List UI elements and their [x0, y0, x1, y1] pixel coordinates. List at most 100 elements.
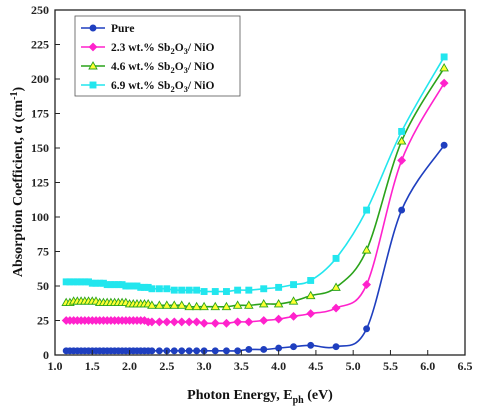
x-tick-label-1: 1.5 [85, 359, 100, 373]
series-0-point-31 [211, 347, 219, 355]
series-3-point-23 [148, 285, 156, 293]
series-3-point-38 [307, 277, 315, 284]
series-2-point-39 [331, 282, 341, 291]
series-3-point-34 [245, 286, 253, 294]
legend-label-0: Pure [111, 23, 134, 35]
series-0-point-35 [260, 346, 268, 353]
y-axis-title: Absorption Coefficient, α (cm-1) [9, 86, 26, 277]
legend: Pure 2.3 wt.% Sb2O3/ NiO 4.6 wt.% Sb2O3/ N… [74, 15, 241, 97]
series-2-point-31 [210, 301, 221, 311]
series-0-point-23 [148, 347, 156, 355]
legend-label-3: 6.9 wt.% Sb2O3/ NiO [111, 80, 214, 94]
series-2-point-36 [273, 299, 284, 308]
series-2-point-25 [162, 300, 172, 309]
series-0-point-24 [155, 347, 163, 355]
series-1-point-26 [169, 317, 179, 327]
series-2-point-26 [169, 300, 180, 309]
x-tick-label-4: 3.0 [197, 359, 212, 373]
y-tick-label-1: 25 [37, 314, 49, 328]
series-1-point-25 [162, 317, 172, 327]
y-tick-label-3: 75 [37, 245, 49, 259]
y-tick-label-7: 175 [31, 107, 49, 121]
series-2-point-29 [191, 301, 202, 311]
series-1-point-40 [362, 280, 372, 290]
x-tick-label-11: 6.5 [458, 359, 473, 373]
y-tick-label-8: 200 [31, 72, 49, 86]
series-0 [62, 141, 448, 355]
series-2-point-23 [147, 300, 157, 309]
x-tick-label-3: 2.5 [159, 359, 174, 373]
x-tick-label-9: 5.5 [383, 359, 398, 373]
series-1-point-41 [397, 155, 407, 165]
series-line-2 [66, 67, 445, 308]
series-1-point-23 [147, 317, 157, 327]
series-3-point-25 [163, 285, 171, 293]
series-1-point-33 [233, 317, 243, 327]
legend-label-2: 4.6 wt.% Sb2O3/ NiO [111, 61, 214, 75]
series-0-point-29 [193, 347, 201, 355]
series-1-point-34 [244, 317, 254, 327]
series-0-point-37 [290, 343, 297, 351]
series-1-point-38 [306, 309, 316, 319]
series-1-point-31 [210, 318, 220, 328]
series-2-point-32 [221, 301, 232, 311]
series-3-point-36 [275, 283, 283, 291]
series-3-point-41 [398, 127, 406, 135]
x-tick-label-10: 6.0 [420, 359, 435, 373]
series-1-point-39 [331, 303, 341, 313]
series-1-point-32 [222, 318, 231, 328]
y-tick-label-6: 150 [31, 141, 49, 155]
x-tick-label-0: 1.0 [48, 359, 63, 373]
series-3-point-42 [440, 53, 448, 61]
x-axis-title: Photon Energy, Eph (eV) [187, 388, 333, 406]
series-0-point-38 [307, 341, 315, 349]
series-2-point-24 [154, 300, 165, 309]
series-1-point-28 [184, 317, 194, 327]
series-1-point-24 [154, 317, 164, 327]
series-2-point-40 [361, 245, 372, 254]
legend-marker-2 [88, 61, 98, 70]
legend-label-1: 2.3 wt.% Sb2O3/ NiO [111, 42, 214, 56]
y-tick-label-5: 125 [31, 176, 49, 190]
series-0-point-26 [170, 347, 178, 355]
series-1-point-36 [274, 314, 284, 324]
series-3-point-31 [211, 288, 219, 295]
series-1-point-35 [259, 316, 269, 325]
series-2-point-42 [439, 63, 449, 72]
series-3-point-28 [185, 286, 193, 294]
y-tick-label-10: 250 [31, 3, 49, 17]
y-tick-label-4: 100 [31, 210, 49, 224]
series-3 [62, 53, 448, 295]
series-0-point-28 [185, 347, 193, 355]
series-2-point-38 [305, 290, 316, 300]
series-3-point-33 [234, 286, 242, 294]
series-3-point-26 [170, 286, 178, 294]
legend-marker-0 [89, 24, 97, 32]
series-3-point-35 [260, 285, 268, 293]
series-2 [61, 63, 449, 311]
x-tick-label-8: 5.0 [346, 359, 361, 373]
series-1-point-27 [177, 317, 187, 327]
series-2-point-30 [199, 301, 209, 311]
series-1 [61, 78, 449, 328]
series-2-point-37 [288, 296, 299, 305]
series-3-point-39 [332, 254, 340, 262]
series-2-point-27 [176, 300, 187, 309]
series-1-point-30 [199, 318, 209, 328]
legend-marker-3 [89, 81, 97, 89]
series-0-point-40 [363, 325, 371, 333]
series-1-point-37 [289, 311, 298, 321]
series-2-point-41 [396, 136, 407, 145]
series-0-point-33 [234, 347, 242, 355]
x-tick-label-7: 4.5 [308, 359, 323, 373]
series-0-point-41 [398, 206, 406, 214]
series-0-point-32 [223, 347, 230, 355]
y-tick-label-0: 0 [43, 348, 49, 362]
y-tick-label-9: 225 [31, 38, 49, 52]
series-3-point-32 [223, 288, 230, 295]
series-3-point-40 [363, 206, 371, 214]
series-0-point-39 [332, 343, 340, 351]
series-3-point-30 [200, 288, 208, 295]
series-3-point-27 [178, 286, 186, 294]
series-3-point-29 [193, 286, 201, 294]
